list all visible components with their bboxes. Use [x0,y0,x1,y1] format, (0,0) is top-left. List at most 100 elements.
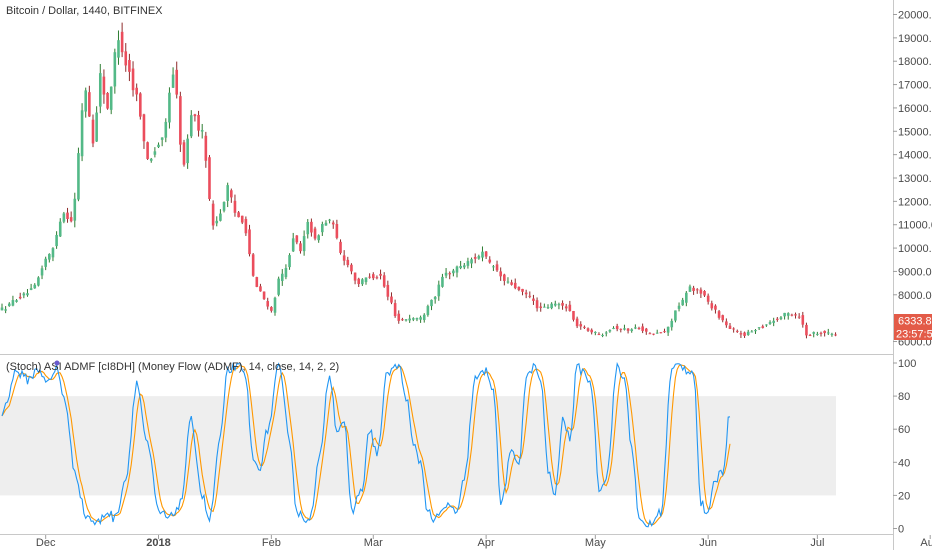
candle[interactable] [685,291,688,307]
candle[interactable] [528,291,532,299]
candle[interactable] [306,219,310,239]
candle[interactable] [561,300,564,310]
candle[interactable] [692,285,695,295]
candle[interactable] [819,331,823,337]
candle[interactable] [55,231,58,249]
candle[interactable] [524,289,528,299]
candle[interactable] [368,273,371,279]
candle[interactable] [11,295,15,307]
candle[interactable] [37,276,40,287]
candle[interactable] [448,271,452,280]
candle[interactable] [88,85,91,117]
candle[interactable] [750,329,754,333]
candle[interactable] [710,300,714,311]
candle[interactable] [604,331,608,337]
candle[interactable] [477,254,481,260]
candle[interactable] [655,329,659,334]
candle[interactable] [117,30,120,65]
candle[interactable] [255,276,259,288]
candle[interactable] [390,292,393,305]
candle[interactable] [153,147,157,158]
candle[interactable] [317,234,320,243]
candle[interactable] [342,250,346,266]
candle[interactable] [437,280,441,301]
candle[interactable] [186,134,189,169]
candle[interactable] [259,283,262,292]
candle[interactable] [80,103,84,162]
candle[interactable] [233,194,237,217]
candle[interactable] [302,230,306,256]
candle[interactable] [18,292,22,300]
candle[interactable] [73,192,77,228]
candle[interactable] [175,61,179,99]
candle[interactable] [237,210,240,218]
candle[interactable] [408,314,411,323]
candle[interactable] [15,299,18,303]
candle[interactable] [168,87,171,129]
candle[interactable] [58,218,62,237]
candle[interactable] [732,327,735,333]
candle[interactable] [444,268,448,279]
candle[interactable] [401,317,404,321]
candle[interactable] [488,256,492,264]
candle[interactable] [291,232,295,252]
candle[interactable] [179,91,182,152]
candle[interactable] [637,326,641,330]
candle[interactable] [328,218,331,224]
candle[interactable] [517,286,521,292]
candle[interactable] [532,294,535,305]
candle[interactable] [7,302,11,307]
candle[interactable] [717,309,721,320]
candle[interactable] [572,310,575,322]
candle[interactable] [102,69,106,104]
candle[interactable] [208,155,211,201]
candle[interactable] [313,226,317,241]
candle[interactable] [280,269,284,286]
candle[interactable] [575,316,579,329]
candle[interactable] [459,260,462,270]
candle[interactable] [200,123,204,139]
candle[interactable] [776,317,779,322]
candle[interactable] [674,310,677,323]
candle[interactable] [513,278,517,290]
candle[interactable] [659,332,663,334]
candle[interactable] [783,312,786,320]
candle[interactable] [142,113,146,149]
candle[interactable] [834,332,837,337]
candle[interactable] [371,272,375,281]
candle[interactable] [797,313,801,319]
candle[interactable] [419,315,422,323]
candle[interactable] [695,288,699,294]
candle[interactable] [663,328,666,333]
candle[interactable] [619,328,623,333]
candle[interactable] [743,331,746,338]
candle[interactable] [40,265,44,280]
candle[interactable] [553,300,557,307]
candle[interactable] [295,235,299,245]
signal-line[interactable] [1,364,731,526]
candle[interactable] [386,280,390,301]
candle[interactable] [823,330,826,337]
candle[interactable] [768,320,772,325]
candle[interactable] [95,106,98,142]
candle[interactable] [66,207,69,223]
candle[interactable] [535,297,539,312]
candle[interactable] [230,188,233,203]
candle[interactable] [135,83,138,102]
candle[interactable] [128,53,131,82]
candle[interactable] [157,142,160,149]
candle[interactable] [634,324,637,330]
candle[interactable] [335,219,339,240]
candle[interactable] [339,239,342,255]
candle[interactable] [808,333,812,337]
candle[interactable] [375,275,379,280]
candle[interactable] [273,296,277,316]
candle[interactable] [226,182,229,208]
candle[interactable] [648,332,652,335]
candle[interactable] [146,141,149,160]
candle[interactable] [615,323,619,332]
candle[interactable] [499,267,502,281]
candle[interactable] [189,110,193,139]
candle[interactable] [510,279,513,286]
candle[interactable] [812,331,816,338]
